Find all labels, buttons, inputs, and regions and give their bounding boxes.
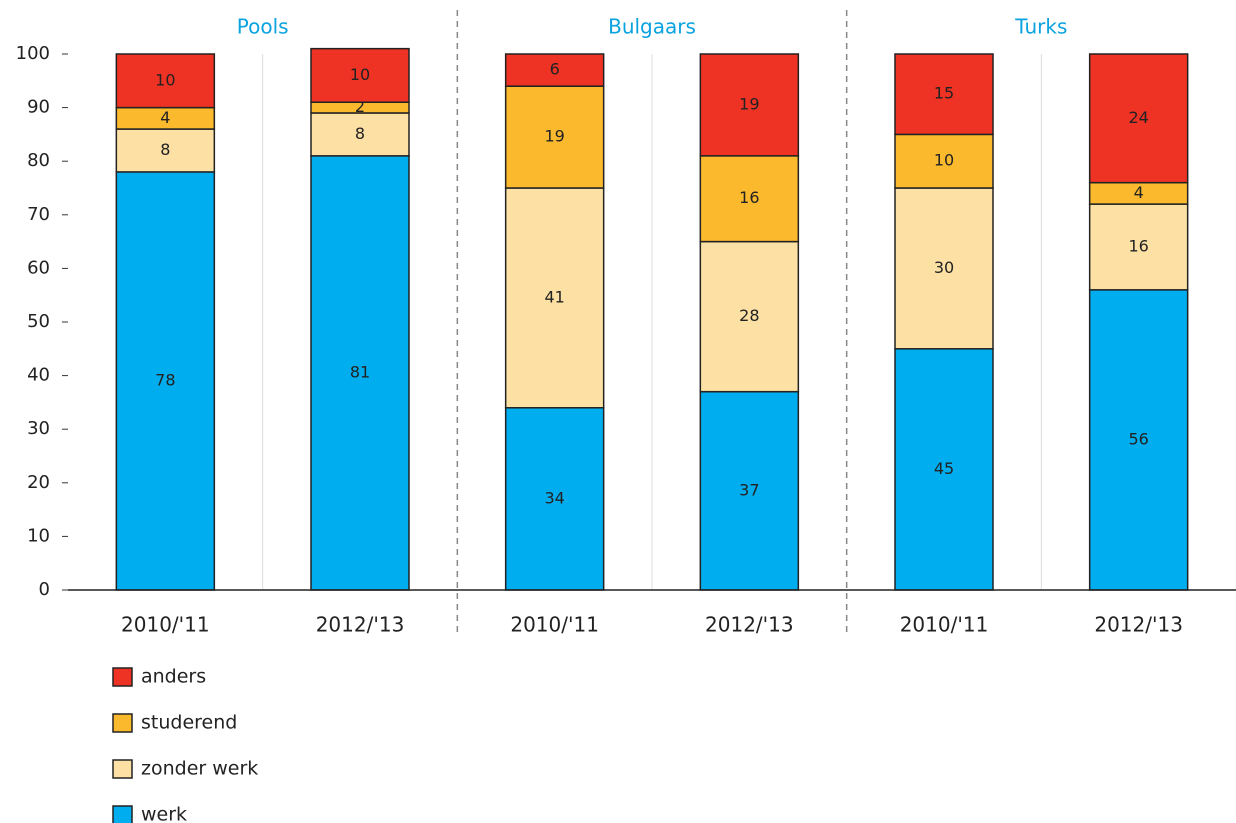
y-tick-label: 20 [27, 472, 50, 493]
bar-segment [504, 187, 605, 409]
data-label: 28 [739, 306, 759, 325]
y-tick-label: 80 [27, 150, 50, 171]
bar-segment [1088, 53, 1189, 184]
y-tick-label: 90 [27, 97, 50, 118]
data-label: 10 [934, 151, 954, 170]
bar-segment [115, 171, 216, 591]
legend-swatch [112, 759, 133, 779]
data-label: 19 [544, 127, 564, 146]
data-label: 41 [544, 287, 564, 306]
x-tick-label: 2012/'13 [316, 613, 405, 637]
data-label: 2 [355, 97, 365, 116]
bar-segment [1088, 203, 1189, 291]
data-label: 15 [934, 84, 954, 103]
data-label: 81 [350, 362, 370, 381]
bar-segment [504, 85, 605, 189]
bar-segment [115, 53, 216, 109]
y-tick-label: 10 [27, 525, 50, 546]
data-label: 8 [160, 140, 170, 159]
y-tick-label: 30 [27, 418, 50, 439]
legend-label: studerend [141, 712, 237, 734]
data-label: 10 [155, 70, 175, 89]
legend-swatch [112, 713, 133, 733]
data-label: 10 [350, 65, 370, 84]
y-tick-label: 70 [27, 204, 50, 225]
x-tick-label: 2012/'13 [705, 613, 794, 637]
legend-label: anders [141, 666, 206, 688]
data-label: 45 [934, 459, 954, 478]
group-label: Bulgaars [608, 15, 696, 39]
data-label: 19 [739, 94, 759, 113]
x-tick-label: 2010/'11 [121, 613, 210, 637]
data-label: 16 [739, 188, 759, 207]
bar-segment [310, 155, 410, 591]
group-label: Pools [237, 15, 289, 39]
legend-swatch [112, 805, 133, 823]
legend-swatch [112, 667, 133, 687]
data-label: 16 [1128, 236, 1148, 255]
bar-segment [894, 348, 994, 591]
data-label: 30 [934, 258, 954, 277]
bar-segment [894, 133, 994, 189]
y-tick-label: 50 [27, 311, 50, 332]
data-label: 56 [1128, 429, 1148, 448]
data-label: 24 [1128, 108, 1148, 127]
data-label: 6 [550, 60, 560, 79]
legend-label: zonder werk [141, 758, 258, 780]
bar-segment [310, 112, 410, 157]
y-tick-label: 100 [16, 43, 50, 64]
y-tick-label: 60 [27, 257, 50, 278]
data-label: 78 [155, 370, 175, 389]
bar-segment [504, 407, 605, 591]
bar-segment [310, 47, 410, 103]
y-tick-label: 40 [27, 365, 50, 386]
data-label: 4 [160, 108, 170, 127]
bar-segment [504, 53, 605, 87]
bar-segment [894, 53, 994, 136]
bar-segment [699, 53, 800, 157]
bar-segment [894, 187, 994, 350]
y-tick-label: 0 [39, 579, 50, 600]
data-label: 8 [355, 124, 365, 143]
data-label: 34 [544, 488, 564, 507]
group-label: Turks [1014, 15, 1067, 39]
legend-label: werk [141, 804, 187, 823]
data-label: 4 [1134, 183, 1144, 202]
data-label: 37 [739, 480, 759, 499]
x-tick-label: 2010/'11 [900, 613, 989, 637]
x-tick-label: 2012/'13 [1094, 613, 1183, 637]
x-tick-label: 2010/'11 [510, 613, 599, 637]
